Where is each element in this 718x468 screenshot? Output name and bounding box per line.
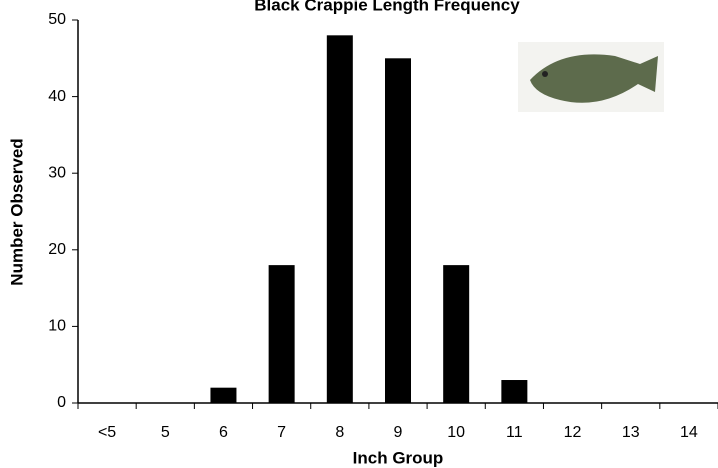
bar: [268, 265, 295, 403]
y-tick-label: 30: [48, 164, 66, 181]
bar: [385, 58, 411, 404]
x-tick-label: 14: [680, 424, 698, 441]
x-tick-label: <5: [98, 424, 116, 441]
y-tick-label: 50: [48, 11, 66, 28]
x-tick-label: 8: [335, 424, 344, 441]
bar: [326, 35, 353, 403]
y-tick-label: 0: [57, 394, 66, 411]
bar: [501, 380, 528, 403]
y-tick-label: 10: [48, 318, 66, 335]
x-tick-label: 11: [506, 424, 523, 441]
y-tick-label: 40: [48, 88, 66, 105]
x-tick-label: 5: [161, 424, 170, 441]
x-tick-label: 9: [394, 424, 403, 441]
x-tick-label: 7: [277, 424, 286, 441]
bar: [210, 387, 237, 403]
y-axis-label: Number Observed: [7, 138, 26, 285]
x-tick-label: 12: [564, 424, 582, 441]
x-tick-label: 6: [219, 424, 228, 441]
x-axis-label: Inch Group: [353, 448, 444, 467]
chart-title: Black Crappie Length Frequency: [254, 0, 520, 14]
x-tick-label: 10: [447, 424, 465, 441]
y-tick-label: 20: [48, 241, 66, 258]
x-tick-label: 13: [622, 424, 640, 441]
fish-image: [518, 42, 664, 112]
bar: [443, 265, 470, 403]
